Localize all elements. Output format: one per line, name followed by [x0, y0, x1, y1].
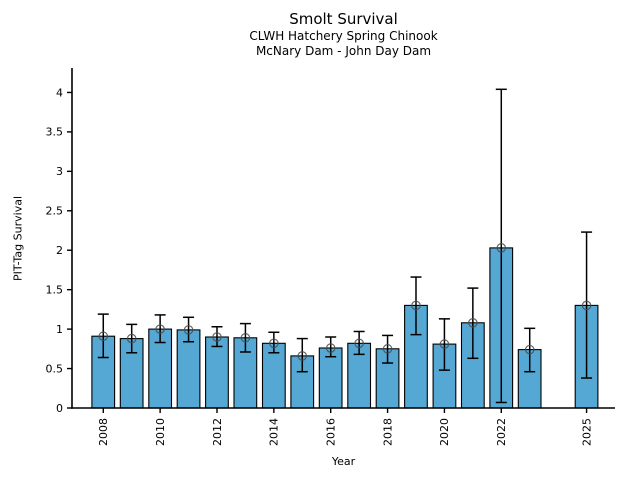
x-tick-label-2025: 2025	[580, 418, 593, 446]
marker-2015	[297, 351, 308, 361]
x-tick-label-2020: 2020	[438, 418, 451, 446]
marker-2008	[98, 331, 109, 342]
y-tick-label-1.5: 1.5	[46, 283, 64, 296]
marker-2025	[581, 300, 592, 311]
marker-2010	[155, 324, 165, 334]
chart-subtitle-line2: McNary Dam - John Day Dam	[255, 44, 432, 58]
x-axis-label: Year	[331, 455, 356, 468]
chart-subtitle-line1: CLWH Hatchery Spring Chinook	[249, 29, 438, 43]
y-tick-label-2: 2	[56, 244, 63, 257]
marker-2013	[240, 332, 251, 343]
x-tick-label-2014: 2014	[268, 418, 281, 446]
y-tick-label-1: 1	[56, 323, 63, 336]
marker-2017	[354, 338, 364, 349]
marker-2020	[439, 339, 450, 349]
y-tick-label-3.5: 3.5	[46, 126, 64, 139]
marker-2022	[496, 243, 507, 253]
marker-2009	[126, 333, 137, 344]
x-tick-label-2012: 2012	[211, 418, 224, 446]
x-tick-label-2018: 2018	[381, 418, 394, 446]
y-tick-label-2.5: 2.5	[46, 205, 64, 218]
marker-2014	[269, 338, 279, 349]
marker-2016	[325, 343, 336, 353]
x-tick-label-2010: 2010	[154, 418, 167, 446]
chart-title: Smolt Survival	[289, 10, 398, 28]
marker-2021	[468, 318, 478, 328]
bar-2012	[205, 336, 229, 409]
x-tick-label-2022: 2022	[495, 418, 508, 446]
title-block: Smolt Survival CLWH Hatchery Spring Chin…	[72, 10, 615, 59]
marker-2023	[524, 344, 535, 355]
marker-2018	[382, 344, 393, 354]
y-tick-label-0.5: 0.5	[46, 362, 64, 375]
marker-2012	[212, 332, 222, 342]
x-tick-label-2008: 2008	[97, 418, 110, 446]
y-tick-label-0: 0	[56, 402, 63, 415]
y-tick-label-4: 4	[56, 86, 63, 99]
x-tick-label-2016: 2016	[325, 418, 338, 446]
y-tick-label-3: 3	[56, 165, 63, 178]
marker-2011	[183, 325, 194, 335]
marker-2019	[411, 300, 421, 311]
